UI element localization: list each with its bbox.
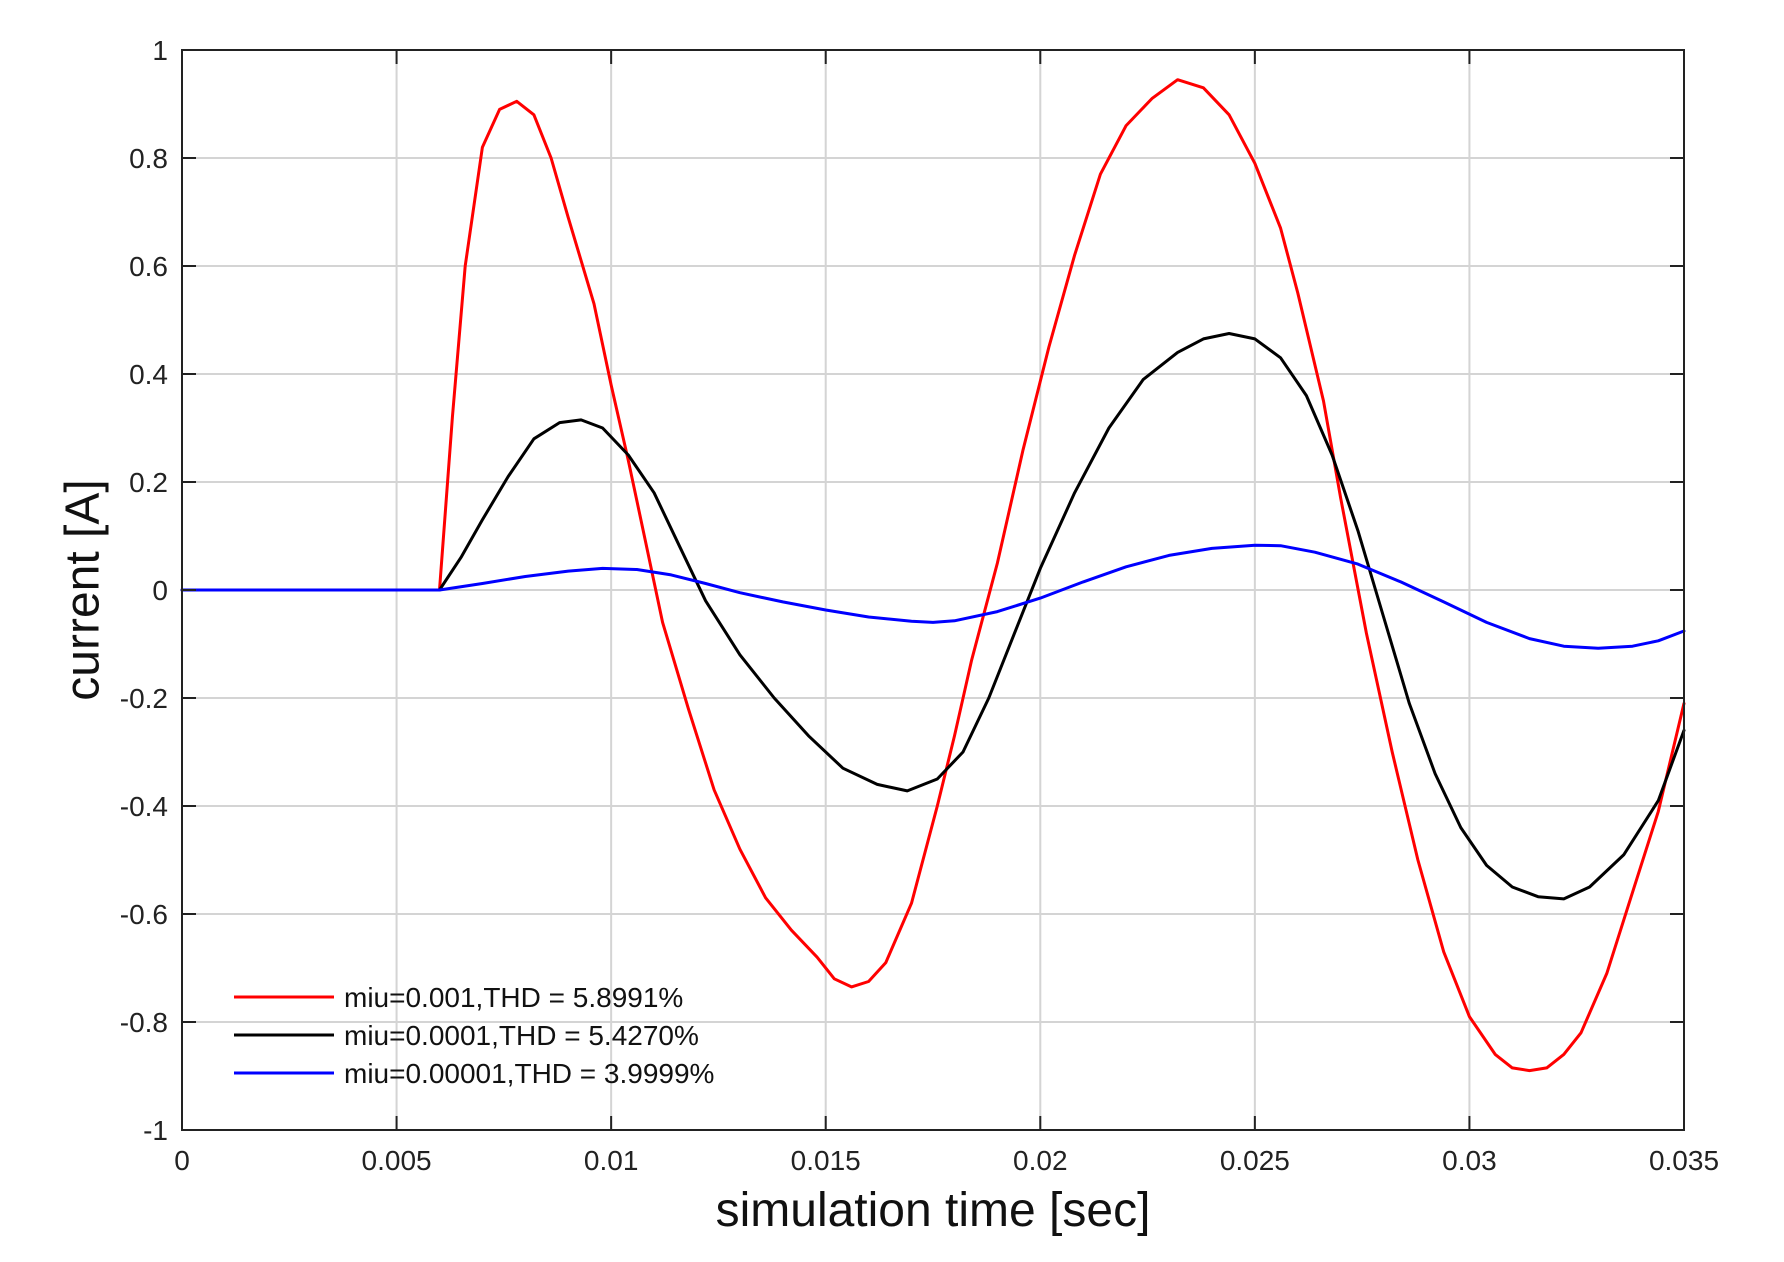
x-tick-label: 0.03 [1442, 1145, 1497, 1176]
y-tick-label: 0.8 [129, 143, 168, 174]
x-tick-label: 0.035 [1649, 1145, 1719, 1176]
y-tick-label: 0 [152, 575, 168, 606]
y-tick-label: 0.4 [129, 359, 168, 390]
x-tick-label: 0.005 [362, 1145, 432, 1176]
x-tick-label: 0.015 [791, 1145, 861, 1176]
legend-label-1: miu=0.001,THD = 5.8991% [344, 982, 683, 1013]
y-tick-label: -1 [143, 1115, 168, 1146]
x-axis-title: simulation time [sec] [716, 1184, 1151, 1237]
series-line-1 [180, 78, 1686, 1073]
legend: miu=0.001,THD = 5.8991% miu=0.0001,THD = … [234, 982, 714, 1089]
x-tick-label: 0.02 [1013, 1145, 1068, 1176]
series-layer [180, 78, 1686, 1073]
y-tick-label: -0.6 [120, 899, 168, 930]
y-tick-label: -0.8 [120, 1007, 168, 1038]
y-axis-title: current [A] [57, 479, 110, 700]
grid-lines [182, 50, 1684, 1130]
y-tick-label: -0.2 [120, 683, 168, 714]
x-tick-labels: 0 0.005 0.01 0.015 0.02 0.025 0.03 0.035 [174, 1145, 1719, 1176]
tick-marks [181, 49, 1685, 1131]
y-tick-label: 1 [152, 35, 168, 66]
legend-label-2: miu=0.0001,THD = 5.4270% [344, 1020, 699, 1051]
y-tick-labels: 1 0.8 0.6 0.4 0.2 0 -0.2 -0.4 -0.6 -0.8 -1 [120, 35, 168, 1146]
series-line-2 [180, 332, 1686, 901]
legend-label-3: miu=0.00001,THD = 3.9999% [344, 1058, 714, 1089]
y-tick-label: -0.4 [120, 791, 168, 822]
x-tick-label: 0 [174, 1145, 190, 1176]
y-tick-label: 0.6 [129, 251, 168, 282]
x-tick-label: 0.01 [584, 1145, 639, 1176]
x-tick-label: 0.025 [1220, 1145, 1290, 1176]
y-tick-label: 0.2 [129, 467, 168, 498]
series-line-3 [180, 543, 1686, 650]
